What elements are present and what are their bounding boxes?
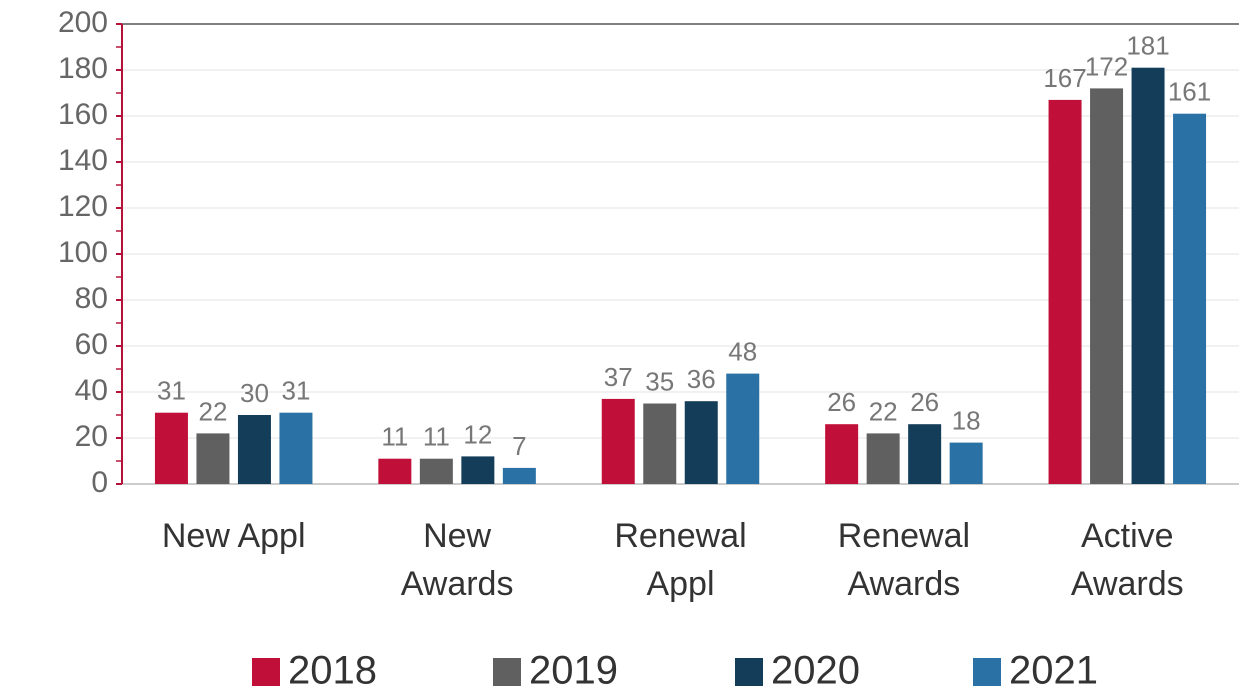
x-tick-label: Active Awards (1070, 517, 1184, 603)
value-label: 167 (1043, 63, 1086, 93)
bar (502, 467, 536, 484)
bar (643, 403, 677, 484)
x-tick-label-box: New Awards (400, 517, 514, 603)
bar (1173, 113, 1207, 484)
legend-swatch (252, 658, 280, 686)
y-tick-label: 120 (58, 190, 108, 223)
x-tick-label: Renewal Awards (837, 517, 971, 603)
value-label: 26 (910, 387, 939, 417)
y-tick-label: 100 (58, 236, 108, 269)
value-label: 31 (281, 376, 310, 406)
legend-swatch (973, 658, 1001, 686)
bar (237, 415, 271, 484)
value-label: 11 (381, 422, 408, 452)
legend-swatch (493, 658, 521, 686)
value-label: 30 (240, 378, 269, 408)
bar (154, 412, 188, 484)
value-label: 36 (687, 364, 716, 394)
bar (279, 412, 313, 484)
y-tick-label: 200 (58, 6, 108, 39)
bar (601, 398, 635, 484)
x-tick-label-box: New Appl (161, 517, 306, 555)
y-tick-label: 180 (58, 52, 108, 85)
bar (1090, 88, 1124, 485)
bar (684, 401, 718, 484)
x-tick-label-box: Active Awards (1070, 517, 1184, 603)
legend-label: 2020 (771, 649, 860, 693)
legend-label: 2019 (529, 649, 618, 693)
y-tick-label: 140 (58, 144, 108, 177)
x-tick-label-box: Renewal Appl (614, 517, 747, 603)
value-label: 48 (728, 336, 757, 366)
bar (461, 456, 495, 484)
value-label: 35 (645, 366, 674, 396)
value-label: 161 (1168, 77, 1211, 107)
bar (196, 433, 230, 484)
bar (949, 442, 983, 484)
bar (1048, 99, 1082, 485)
value-label: 31 (157, 376, 186, 406)
value-label: 11 (423, 422, 450, 452)
legend-label: 2021 (1009, 649, 1098, 693)
bar (1131, 67, 1165, 484)
y-tick-label: 0 (91, 466, 108, 499)
x-tick-label: Renewal Appl (614, 517, 747, 603)
bar (908, 424, 942, 484)
bar (866, 433, 900, 484)
value-label: 22 (198, 396, 227, 426)
value-label: 181 (1126, 31, 1169, 61)
x-tick-label: New Appl (161, 517, 306, 555)
value-label: 22 (869, 396, 898, 426)
value-label: 172 (1085, 51, 1128, 81)
legend-label: 2018 (288, 649, 377, 693)
bar (825, 424, 859, 484)
y-tick-label: 60 (75, 328, 108, 361)
bar (419, 458, 453, 484)
y-tick-label: 80 (75, 282, 108, 315)
value-label: 7 (512, 431, 526, 461)
value-label: 26 (827, 387, 856, 417)
y-tick-label: 40 (75, 374, 108, 407)
value-label: 12 (463, 419, 492, 449)
bar (378, 458, 412, 484)
y-tick-label: 160 (58, 98, 108, 131)
value-label: 37 (604, 362, 633, 392)
bar (726, 373, 760, 484)
y-tick-label: 20 (75, 420, 108, 453)
value-label: 18 (952, 405, 981, 435)
legend-swatch (735, 658, 763, 686)
x-tick-label: New Awards (400, 517, 514, 603)
x-tick-label-box: Renewal Awards (837, 517, 971, 603)
